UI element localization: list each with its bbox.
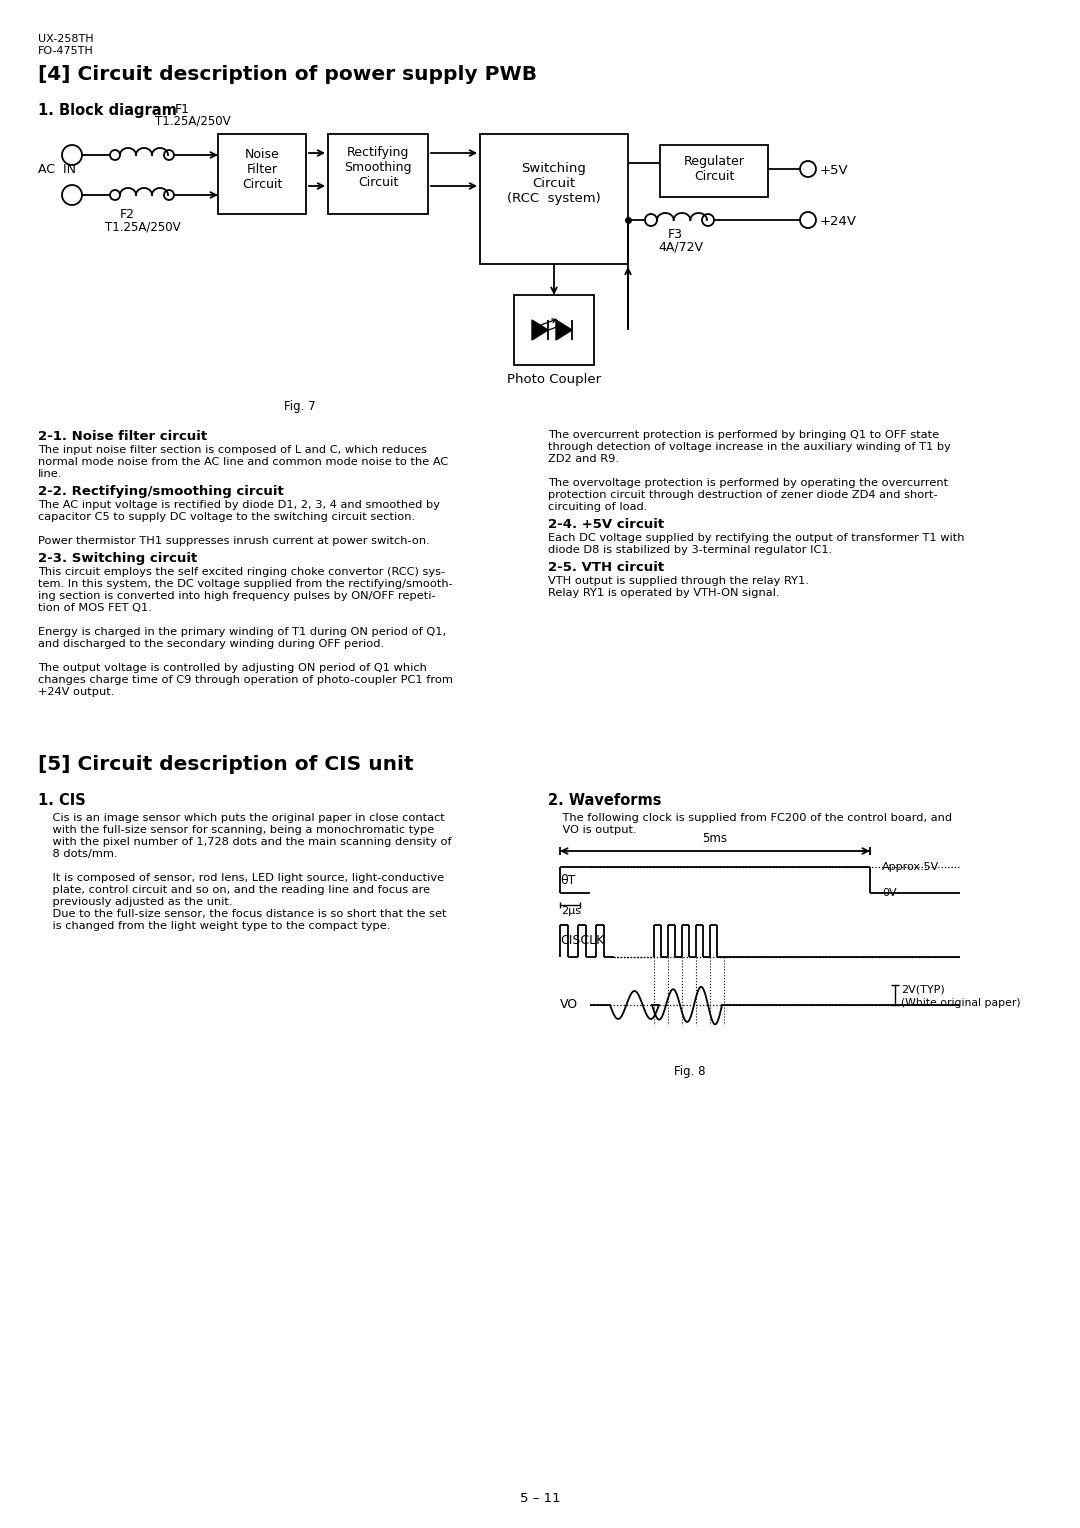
Text: [4] Circuit description of power supply PWB: [4] Circuit description of power supply … — [38, 66, 537, 84]
Text: VO: VO — [561, 998, 578, 1012]
Text: previously adjusted as the unit.: previously adjusted as the unit. — [38, 897, 232, 908]
Text: and discharged to the secondary winding during OFF period.: and discharged to the secondary winding … — [38, 639, 384, 649]
Bar — [514, 295, 594, 365]
Text: 2-2. Rectifying/smoothing circuit: 2-2. Rectifying/smoothing circuit — [38, 484, 284, 498]
Text: 5 – 11: 5 – 11 — [519, 1491, 561, 1505]
Text: [5] Circuit description of CIS unit: [5] Circuit description of CIS unit — [38, 755, 414, 775]
Text: FO-475TH: FO-475TH — [38, 46, 94, 57]
Text: ing section is converted into high frequency pulses by ON/OFF repeti-: ing section is converted into high frequ… — [38, 591, 435, 601]
Text: Each DC voltage supplied by rectifying the output of transformer T1 with: Each DC voltage supplied by rectifying t… — [548, 533, 964, 542]
Text: +24V output.: +24V output. — [38, 688, 114, 697]
Text: F2: F2 — [120, 208, 135, 222]
Text: The overvoltage protection is performed by operating the overcurrent: The overvoltage protection is performed … — [548, 478, 948, 487]
Text: (White original paper): (White original paper) — [901, 998, 1021, 1008]
Text: F3: F3 — [669, 228, 683, 241]
Text: Approx.5V: Approx.5V — [882, 862, 940, 872]
Text: is changed from the light weight type to the compact type.: is changed from the light weight type to… — [38, 921, 390, 931]
Text: Fig. 8: Fig. 8 — [674, 1065, 705, 1077]
Text: 1. Block diagram: 1. Block diagram — [38, 102, 177, 118]
Text: 2. Waveforms: 2. Waveforms — [548, 793, 661, 808]
Bar — [218, 134, 306, 214]
Text: with the pixel number of 1,728 dots and the main scanning density of: with the pixel number of 1,728 dots and … — [38, 837, 451, 847]
Text: tem. In this system, the DC voltage supplied from the rectifying/smooth-: tem. In this system, the DC voltage supp… — [38, 579, 453, 588]
Text: Rectifying
Smoothing
Circuit: Rectifying Smoothing Circuit — [345, 147, 411, 189]
Text: Switching
Circuit
(RCC  system): Switching Circuit (RCC system) — [508, 162, 600, 205]
Text: T1.25A/250V: T1.25A/250V — [156, 115, 231, 128]
Text: 0V: 0V — [882, 888, 896, 898]
Bar — [480, 134, 627, 264]
Text: plate, control circuit and so on, and the reading line and focus are: plate, control circuit and so on, and th… — [38, 885, 430, 895]
Text: This circuit employs the self excited ringing choke convertor (RCC) sys-: This circuit employs the self excited ri… — [38, 567, 445, 578]
Text: line.: line. — [38, 469, 63, 478]
Text: VO is output.: VO is output. — [548, 825, 636, 834]
Text: The output voltage is controlled by adjusting ON period of Q1 which: The output voltage is controlled by adju… — [38, 663, 427, 672]
Text: 2-5. VTH circuit: 2-5. VTH circuit — [548, 561, 664, 575]
Text: with the full-size sensor for scanning, being a monochromatic type: with the full-size sensor for scanning, … — [38, 825, 434, 834]
Text: Fig. 7: Fig. 7 — [284, 400, 315, 413]
Text: T1.25A/250V: T1.25A/250V — [105, 220, 180, 232]
Text: UX-258TH: UX-258TH — [38, 34, 94, 44]
Text: 2-3. Switching circuit: 2-3. Switching circuit — [38, 552, 198, 565]
Text: Energy is charged in the primary winding of T1 during ON period of Q1,: Energy is charged in the primary winding… — [38, 626, 446, 637]
Text: Photo Coupler: Photo Coupler — [507, 373, 602, 387]
Text: tion of MOS FET Q1.: tion of MOS FET Q1. — [38, 604, 152, 613]
Text: AC  IN: AC IN — [38, 163, 76, 176]
Text: Cis is an image sensor which puts the original paper in close contact: Cis is an image sensor which puts the or… — [38, 813, 445, 824]
Text: 2V(TYP): 2V(TYP) — [901, 986, 945, 995]
Text: The following clock is supplied from FC200 of the control board, and: The following clock is supplied from FC2… — [548, 813, 953, 824]
Text: Noise
Filter
Circuit: Noise Filter Circuit — [242, 148, 282, 191]
Polygon shape — [556, 319, 572, 341]
Text: 2-1. Noise filter circuit: 2-1. Noise filter circuit — [38, 429, 207, 443]
Text: normal mode noise from the AC line and common mode noise to the AC: normal mode noise from the AC line and c… — [38, 457, 448, 468]
Text: Regulater
Circuit: Regulater Circuit — [684, 154, 744, 183]
Text: CISCLK: CISCLK — [561, 935, 604, 947]
Text: 4A/72V: 4A/72V — [658, 240, 703, 254]
Polygon shape — [532, 319, 548, 341]
Text: +24V: +24V — [820, 215, 858, 228]
Text: VTH output is supplied through the relay RY1.: VTH output is supplied through the relay… — [548, 576, 809, 587]
Text: diode D8 is stabilized by 3-terminal regulator IC1.: diode D8 is stabilized by 3-terminal reg… — [548, 545, 833, 555]
Bar — [328, 134, 428, 214]
Text: capacitor C5 to supply DC voltage to the switching circuit section.: capacitor C5 to supply DC voltage to the… — [38, 512, 415, 523]
Text: 5ms: 5ms — [702, 833, 728, 845]
Text: The AC input voltage is rectified by diode D1, 2, 3, 4 and smoothed by: The AC input voltage is rectified by dio… — [38, 500, 440, 510]
Text: 8 dots/mm.: 8 dots/mm. — [38, 850, 118, 859]
Text: Due to the full-size sensor, the focus distance is so short that the set: Due to the full-size sensor, the focus d… — [38, 909, 446, 918]
Text: It is composed of sensor, rod lens, LED light source, light-conductive: It is composed of sensor, rod lens, LED … — [38, 872, 444, 883]
Text: through detection of voltage increase in the auxiliary winding of T1 by: through detection of voltage increase in… — [548, 442, 950, 452]
Text: θT: θT — [561, 874, 576, 886]
Text: F1: F1 — [175, 102, 190, 116]
Text: changes charge time of C9 through operation of photo-coupler PC1 from: changes charge time of C9 through operat… — [38, 675, 453, 685]
Text: Power thermistor TH1 suppresses inrush current at power switch-on.: Power thermistor TH1 suppresses inrush c… — [38, 536, 430, 545]
Text: protection circuit through destruction of zener diode ZD4 and short-: protection circuit through destruction o… — [548, 490, 937, 500]
Text: ZD2 and R9.: ZD2 and R9. — [548, 454, 619, 465]
Text: The overcurrent protection is performed by bringing Q1 to OFF state: The overcurrent protection is performed … — [548, 429, 940, 440]
Text: Relay RY1 is operated by VTH-ON signal.: Relay RY1 is operated by VTH-ON signal. — [548, 588, 780, 597]
Text: 2μs: 2μs — [561, 906, 581, 915]
Text: The input noise filter section is composed of L and C, which reduces: The input noise filter section is compos… — [38, 445, 427, 455]
Text: circuiting of load.: circuiting of load. — [548, 503, 647, 512]
Text: +5V: +5V — [820, 163, 849, 177]
Text: 2-4. +5V circuit: 2-4. +5V circuit — [548, 518, 664, 532]
Bar — [660, 145, 768, 197]
Text: 1. CIS: 1. CIS — [38, 793, 85, 808]
